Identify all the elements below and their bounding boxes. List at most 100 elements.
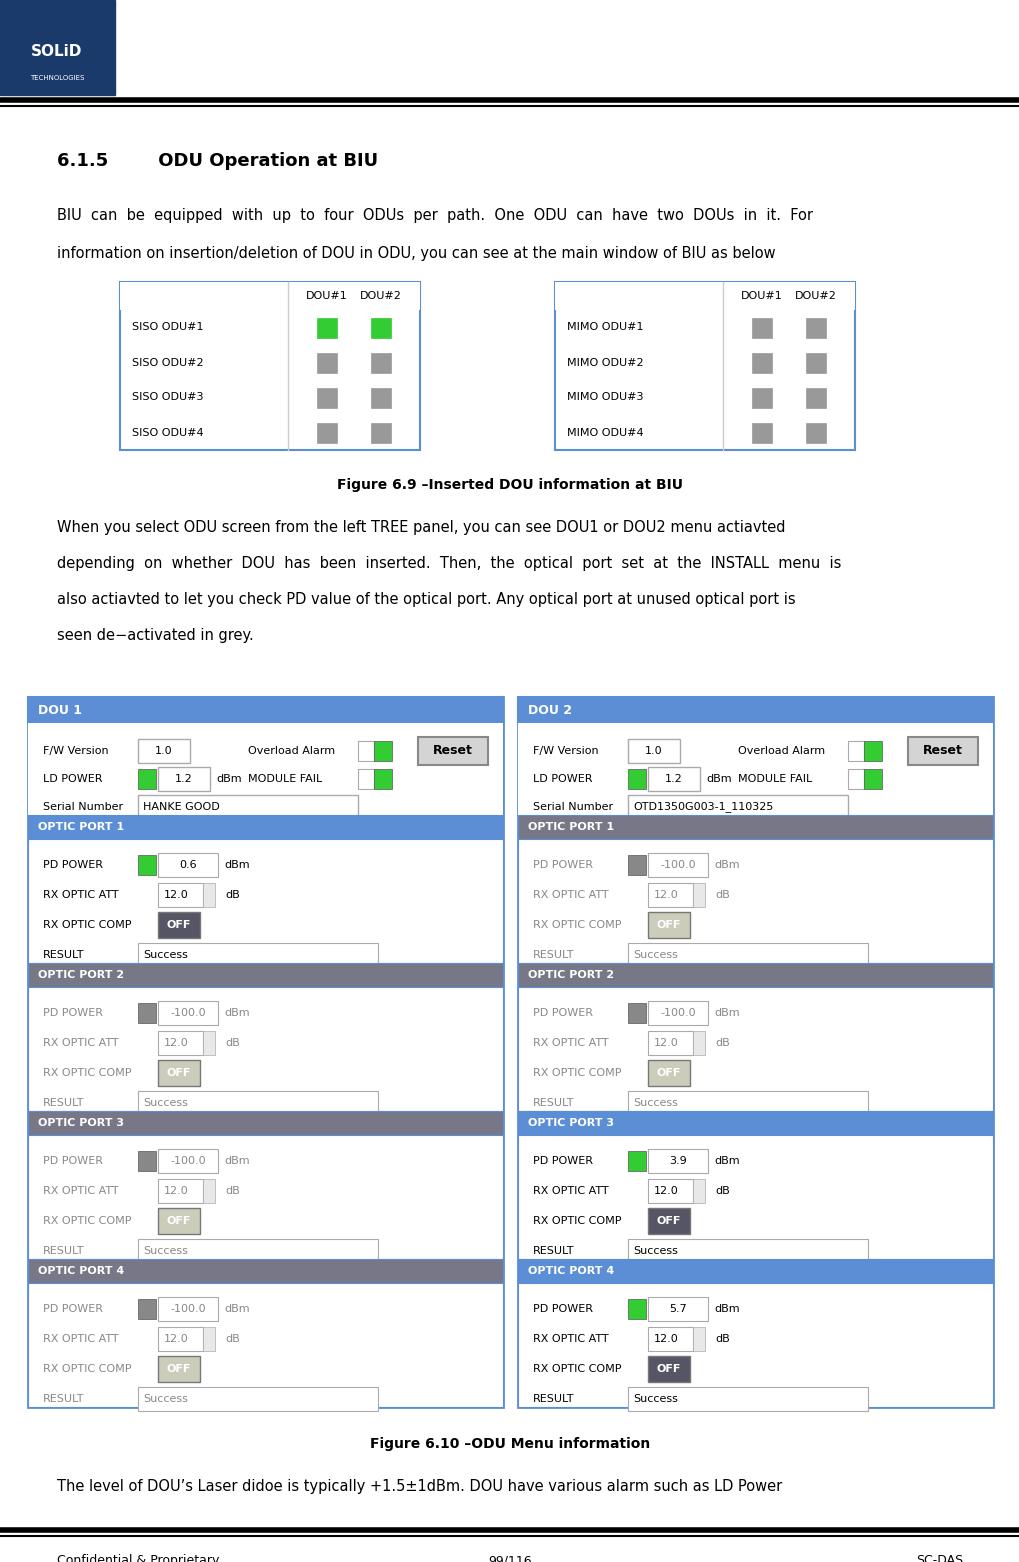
Text: 1.0: 1.0 [155, 747, 172, 756]
Bar [138, 1090, 378, 1115]
Text: dBm: dBm [224, 1156, 250, 1165]
Bar [28, 697, 502, 1407]
Bar [647, 767, 699, 790]
Text: OFF: OFF [167, 1364, 191, 1375]
Bar [317, 387, 336, 408]
Text: 12.0: 12.0 [163, 1039, 189, 1048]
Bar [28, 697, 502, 723]
Bar [628, 1387, 867, 1410]
Bar [628, 1300, 645, 1318]
Bar [518, 697, 993, 723]
Bar [647, 1207, 689, 1234]
Text: PD POWER: PD POWER [43, 1156, 103, 1165]
Bar [203, 1179, 215, 1203]
Text: OFF: OFF [656, 1068, 681, 1078]
Bar [692, 1179, 704, 1203]
Text: RX OPTIC COMP: RX OPTIC COMP [43, 920, 131, 929]
Bar [28, 1136, 502, 1259]
Text: MIMO ODU#3: MIMO ODU#3 [567, 392, 643, 403]
Bar [0, 0, 115, 95]
Text: RX OPTIC ATT: RX OPTIC ATT [43, 890, 118, 900]
Text: Serial Number: Serial Number [533, 801, 612, 812]
Text: DOU#2: DOU#2 [794, 291, 837, 301]
Text: OPTIC PORT 4: OPTIC PORT 4 [528, 1265, 613, 1276]
Text: LD POWER: LD POWER [43, 775, 102, 784]
Text: Figure 6.10 –ODU Menu information: Figure 6.10 –ODU Menu information [370, 1437, 649, 1451]
Text: PD POWER: PD POWER [533, 1156, 592, 1165]
Text: dBm: dBm [705, 775, 731, 784]
Bar [647, 1356, 689, 1382]
Text: -100.0: -100.0 [170, 1156, 206, 1165]
Text: 3.9: 3.9 [668, 1156, 686, 1165]
Text: PD POWER: PD POWER [533, 861, 592, 870]
Bar [138, 1239, 378, 1264]
Text: OFF: OFF [167, 920, 191, 929]
Text: dB: dB [714, 1039, 729, 1048]
Bar [847, 740, 863, 761]
Bar [751, 353, 771, 372]
Text: Success: Success [633, 950, 678, 961]
Text: information on insertion/deletion of DOU in ODU, you can see at the main window : information on insertion/deletion of DOU… [57, 245, 774, 261]
Bar [628, 1003, 645, 1023]
Bar [647, 912, 689, 939]
Bar [647, 1296, 707, 1321]
Bar [158, 1328, 203, 1351]
Bar [805, 353, 825, 372]
Text: RESULT: RESULT [533, 950, 574, 961]
Text: RX OPTIC COMP: RX OPTIC COMP [533, 1068, 621, 1078]
Text: SISO ODU#1: SISO ODU#1 [131, 322, 204, 333]
Bar [805, 422, 825, 442]
Bar [28, 839, 502, 964]
Text: SISO ODU#2: SISO ODU#2 [131, 358, 204, 367]
Text: 5.7: 5.7 [668, 1304, 686, 1314]
Text: RESULT: RESULT [43, 1246, 85, 1256]
Text: 99/116: 99/116 [488, 1554, 531, 1562]
Bar [554, 283, 854, 450]
Bar [158, 1001, 218, 1025]
Bar [374, 740, 391, 761]
Bar [138, 1003, 156, 1023]
Bar [628, 854, 645, 875]
Bar [418, 737, 487, 765]
Text: DOU#1: DOU#1 [306, 291, 347, 301]
Text: -100.0: -100.0 [659, 1007, 695, 1018]
Text: DOU#2: DOU#2 [360, 291, 401, 301]
Text: OPTIC PORT 3: OPTIC PORT 3 [38, 1118, 124, 1128]
Bar [518, 1111, 993, 1136]
Bar [371, 317, 390, 337]
Bar [628, 1239, 867, 1264]
Bar [358, 769, 374, 789]
Bar [138, 1300, 156, 1318]
Bar [28, 1282, 502, 1407]
Text: dB: dB [714, 1186, 729, 1196]
Bar [138, 1387, 378, 1410]
Text: MODULE FAIL: MODULE FAIL [738, 775, 811, 784]
Bar [371, 422, 390, 442]
Text: RX OPTIC COMP: RX OPTIC COMP [533, 920, 621, 929]
Bar [628, 795, 847, 818]
Text: PD POWER: PD POWER [43, 1007, 103, 1018]
Bar [647, 1001, 707, 1025]
Text: OFF: OFF [656, 1364, 681, 1375]
Text: DOU 2: DOU 2 [528, 703, 572, 717]
Bar [863, 769, 881, 789]
Text: Figure 6.9 –Inserted DOU information at BIU: Figure 6.9 –Inserted DOU information at … [336, 478, 683, 492]
Text: Success: Success [633, 1393, 678, 1404]
Text: RX OPTIC ATT: RX OPTIC ATT [43, 1334, 118, 1343]
Text: dBm: dBm [216, 775, 242, 784]
Text: SISO ODU#3: SISO ODU#3 [131, 392, 204, 403]
Text: RESULT: RESULT [43, 1098, 85, 1107]
Text: -100.0: -100.0 [659, 861, 695, 870]
Text: -100.0: -100.0 [170, 1304, 206, 1314]
Text: dB: dB [225, 1039, 239, 1048]
Text: Success: Success [143, 1246, 187, 1256]
Bar [647, 1328, 692, 1351]
Bar [805, 387, 825, 408]
Text: RESULT: RESULT [43, 1393, 85, 1404]
Text: 12.0: 12.0 [163, 1186, 189, 1196]
Bar [158, 1207, 200, 1234]
Text: dB: dB [225, 1334, 239, 1343]
Text: 1.0: 1.0 [645, 747, 662, 756]
Text: dBm: dBm [713, 1304, 739, 1314]
Bar [28, 1259, 502, 1282]
